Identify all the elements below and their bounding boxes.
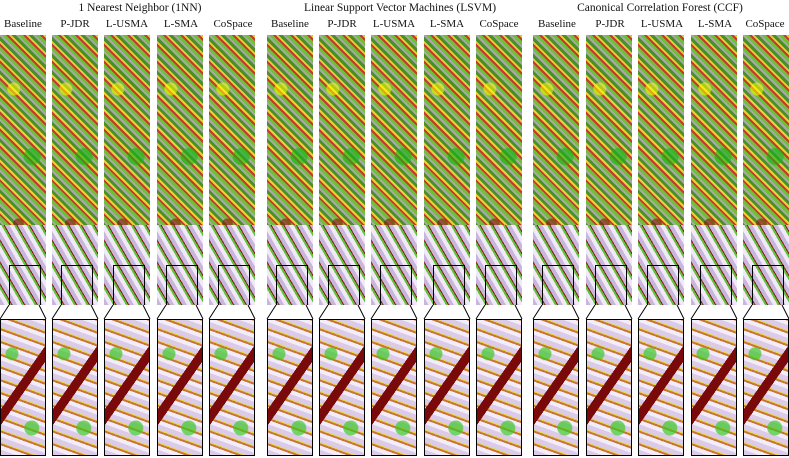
roi-box (328, 265, 360, 305)
roi-box (485, 265, 517, 305)
roi-box (380, 265, 412, 305)
roi-box (647, 265, 679, 305)
zoom-panel-ccf-pjdr (586, 319, 632, 456)
col-label-ccf-pjdr: P-JDR (595, 18, 625, 30)
zoom-panel-1nn-lsma (157, 319, 203, 456)
roi-box (218, 265, 250, 305)
roi-box (433, 265, 465, 305)
col-label-ccf-cospace: CoSpace (745, 18, 785, 30)
classification-map-1nn-pjdr (52, 35, 98, 305)
classification-map-1nn-baseline (0, 35, 46, 305)
zoom-panel-1nn-baseline (0, 319, 46, 456)
col-label-1nn-baseline: Baseline (4, 18, 42, 30)
roi-box (752, 265, 784, 305)
col-label-1nn-cospace: CoSpace (213, 18, 253, 30)
classification-map-lsvm-lsma (424, 35, 470, 305)
roi-box (542, 265, 574, 305)
col-label-lsvm-cospace: CoSpace (479, 18, 519, 30)
roi-box (276, 265, 308, 305)
group-title-ccf: Canonical Correlation Forest (CCF) (577, 2, 743, 14)
classification-map-ccf-lsma (691, 35, 737, 305)
col-label-1nn-pjdr: P-JDR (60, 18, 90, 30)
classification-map-1nn-cospace (209, 35, 255, 305)
classification-map-lsvm-lusma (371, 35, 417, 305)
roi-box (9, 265, 41, 305)
col-label-lsvm-baseline: Baseline (271, 18, 309, 30)
classification-map-ccf-pjdr (586, 35, 632, 305)
zoom-panel-ccf-lsma (691, 319, 737, 456)
col-label-lsvm-lusma: L-USMA (372, 18, 416, 30)
zoom-panel-ccf-baseline (533, 319, 579, 456)
roi-box (166, 265, 198, 305)
classification-map-lsvm-pjdr (319, 35, 365, 305)
col-label-ccf-baseline: Baseline (538, 18, 576, 30)
roi-box (595, 265, 627, 305)
group-title-lsvm: Linear Support Vector Machines (LSVM) (303, 2, 497, 14)
classification-map-ccf-cospace (743, 35, 789, 305)
roi-box (113, 265, 145, 305)
roi-box (61, 265, 93, 305)
col-label-lsvm-lsma: L-SMA (429, 18, 465, 30)
col-label-ccf-lusma: L-USMA (640, 18, 684, 30)
classification-map-1nn-lsma (157, 35, 203, 305)
classification-map-lsvm-cospace (476, 35, 522, 305)
zoom-panel-lsvm-pjdr (319, 319, 365, 456)
classification-map-ccf-lusma (638, 35, 684, 305)
zoom-panel-lsvm-lusma (371, 319, 417, 456)
classification-map-lsvm-baseline (267, 35, 313, 305)
roi-box (700, 265, 732, 305)
zoom-panel-lsvm-baseline (267, 319, 313, 456)
col-label-1nn-lusma: L-USMA (105, 18, 149, 30)
zoom-panel-lsvm-lsma (424, 319, 470, 456)
zoom-panel-ccf-cospace (743, 319, 789, 456)
zoom-panel-lsvm-cospace (476, 319, 522, 456)
classification-map-1nn-lusma (104, 35, 150, 305)
col-label-ccf-lsma: L-SMA (697, 18, 733, 30)
col-label-lsvm-pjdr: P-JDR (327, 18, 357, 30)
classification-map-ccf-baseline (533, 35, 579, 305)
zoom-panel-1nn-cospace (209, 319, 255, 456)
group-title-1nn: 1 Nearest Neighbor (1NN) (78, 2, 202, 14)
zoom-panel-1nn-pjdr (52, 319, 98, 456)
zoom-panel-1nn-lusma (104, 319, 150, 456)
zoom-panel-ccf-lusma (638, 319, 684, 456)
col-label-1nn-lsma: L-SMA (163, 18, 199, 30)
